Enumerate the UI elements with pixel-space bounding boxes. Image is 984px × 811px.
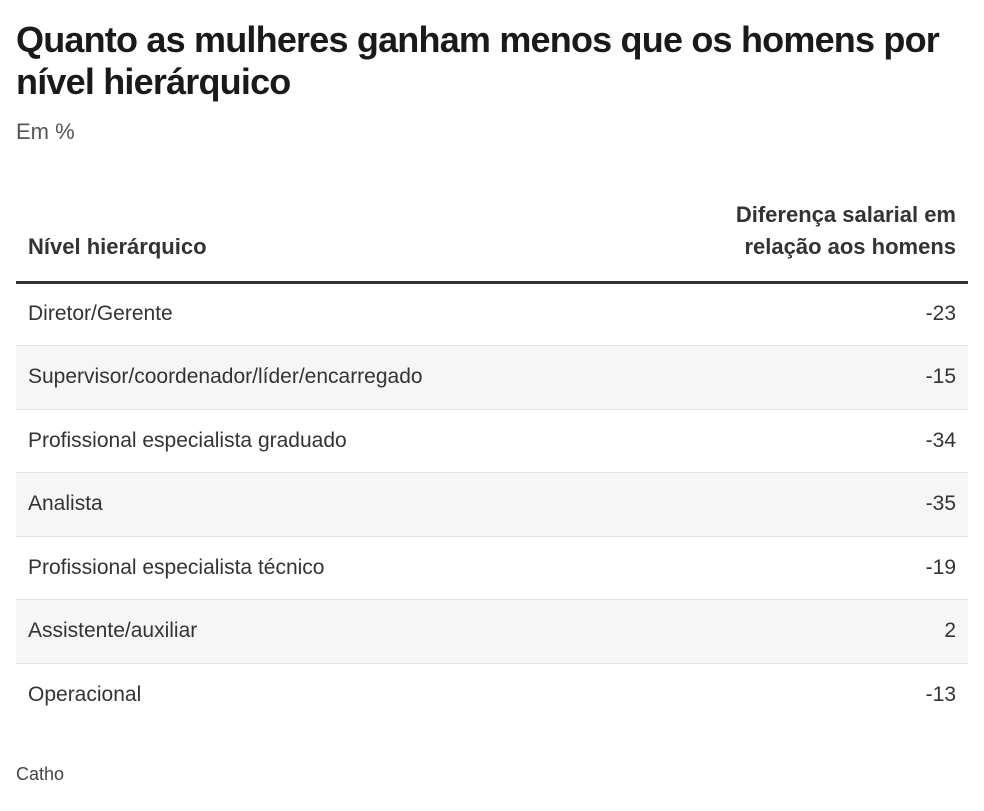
chart-title: Quanto as mulheres ganham menos que os h… xyxy=(16,19,940,102)
cell-level: Profissional especialista técnico xyxy=(16,536,688,600)
cell-difference-value: -35 xyxy=(688,472,968,537)
header-row: Nível hierárquico Diferença salarial em … xyxy=(16,198,968,284)
cell-difference-value: -13 xyxy=(925,683,956,706)
table-row: Profissional especialista graduado -34 xyxy=(16,409,968,473)
table-row: Assistente/auxiliar 2 xyxy=(16,599,968,664)
cell-level: Profissional especialista graduado xyxy=(16,409,688,473)
table-row: Analista -35 xyxy=(16,472,968,537)
source-note: Catho xyxy=(16,764,65,784)
cell-difference-value: -19 xyxy=(688,536,968,600)
column-header-difference: Diferença salarial em relação aos homens xyxy=(688,198,968,284)
table-row: Supervisor/coordenador/líder/encarregado… xyxy=(16,345,968,410)
table-row: Operacional -13 xyxy=(16,663,968,727)
table-header: Nível hierárquico Diferença salarial em … xyxy=(16,198,968,284)
data-table-wrapper: Nível hierárquico Diferença salarial em … xyxy=(16,198,968,727)
chart-subtitle: Em % xyxy=(16,119,75,144)
cell-level: Assistente/auxiliar xyxy=(16,599,688,664)
data-table: Nível hierárquico Diferença salarial em … xyxy=(16,198,968,727)
table-row: Profissional especialista técnico -19 xyxy=(16,536,968,600)
cell-level: Analista xyxy=(16,472,688,537)
table-body: Diretor/Gerente -23 Supervisor/coordenador… xyxy=(16,282,968,727)
cell-difference-value: -34 xyxy=(688,409,968,473)
cell-level: Supervisor/coordenador/líder/encarregado xyxy=(16,345,688,410)
table-row: Diretor/Gerente -23 xyxy=(16,282,968,346)
cell-difference-value: -15 xyxy=(688,345,968,410)
cell-difference-value: 2 xyxy=(688,599,968,664)
cell-difference-value: -23 xyxy=(688,282,968,346)
column-header-level: Nível hierárquico xyxy=(16,198,688,284)
cell-level: Diretor/Gerente xyxy=(16,282,688,346)
cell-level: Operacional xyxy=(28,683,142,706)
chart-container: Quanto as mulheres ganham menos que os h… xyxy=(16,0,968,706)
